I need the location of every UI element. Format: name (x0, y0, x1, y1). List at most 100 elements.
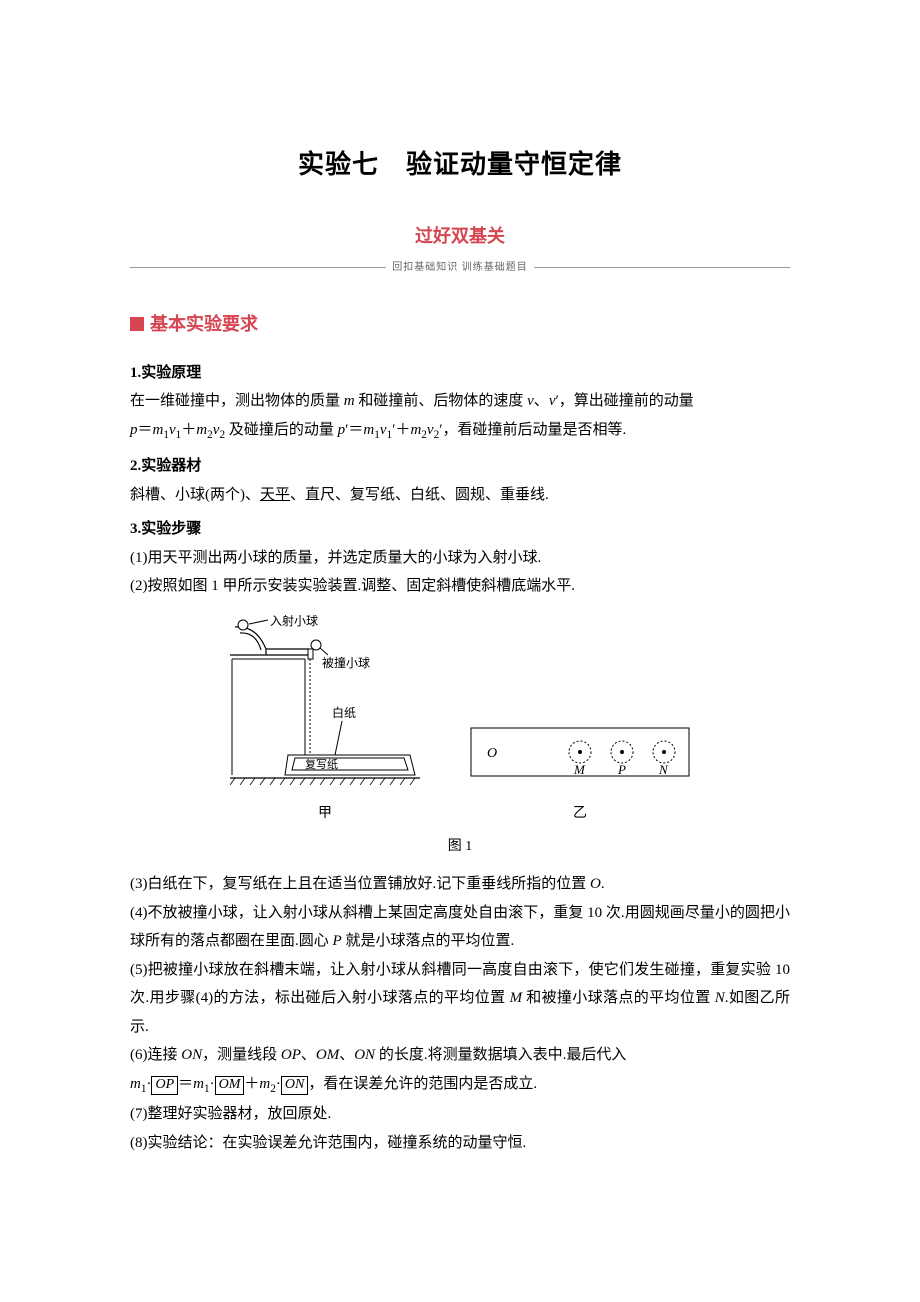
step1-heading: 1.实验原理 (130, 359, 790, 388)
fig-label-carbon: 复写纸 (305, 757, 338, 771)
fig-label-incident: 入射小球 (270, 615, 318, 628)
t: ＝ (178, 1076, 193, 1092)
t: . (601, 876, 605, 892)
figure-yi: O M P N 乙 (470, 727, 690, 828)
step3-9: (8)实验结论：在实验误差允许范围内，碰撞系统的动量守恒. (130, 1129, 790, 1158)
step3-5: (5)把被撞小球放在斜槽末端，让入射小球从斜槽同一高度自由滚下，使它们发生碰撞，… (130, 956, 790, 1042)
underline-tianping: 天平 (260, 487, 290, 503)
t: 和被撞小球落点的平均位置 (522, 990, 715, 1006)
divider-left (130, 267, 386, 268)
step3-6: (6)连接 ON，测量线段 OP、OM、ON 的长度.将测量数据填入表中.最后代… (130, 1041, 790, 1070)
fig-label-paper: 白纸 (332, 705, 356, 720)
t: ′，看碰撞前后动量是否相等. (439, 422, 626, 438)
figure-caption: 图 1 (130, 834, 790, 861)
sub: 1 (374, 429, 380, 441)
block-heading: 基本实验要求 (130, 307, 790, 341)
sub: 1 (163, 429, 169, 441)
step1-line1: 在一维碰撞中，测出物体的质量 m 和碰撞前、后物体的速度 v、v′，算出碰撞前的… (130, 387, 790, 416)
sym-v2: v (427, 422, 434, 438)
block-heading-bar-icon (130, 317, 144, 331)
ov-ON: ON (281, 1076, 308, 1095)
t: 、 (301, 1047, 316, 1063)
t: 在一维碰撞中，测出物体的质量 (130, 393, 344, 409)
figure-1: 入射小球 被撞小球 (130, 615, 790, 861)
t: 、直尺、复写纸、白纸、圆规、重垂线. (290, 487, 549, 503)
t: 和碰撞前、后物体的速度 (355, 393, 528, 409)
fig-label-target: 被撞小球 (322, 655, 370, 670)
diagram-yi-icon: O M P N (470, 727, 690, 785)
page-title: 实验七 验证动量守恒定律 (130, 140, 790, 189)
t: ＝ (138, 422, 153, 438)
t: 、 (339, 1047, 354, 1063)
t: ＋ (244, 1076, 259, 1092)
t: 就是小球落点的平均位置. (342, 933, 515, 949)
section-subtitle-row: 回扣基础知识 训练基础题目 (130, 258, 790, 277)
sub: 1 (141, 1083, 147, 1095)
sub: 2 (421, 429, 427, 441)
step3-4: (4)不放被撞小球，让入射小球从斜槽上某固定高度处自由滚下，重复 10 次.用圆… (130, 899, 790, 956)
pt-O: O (487, 746, 497, 761)
step2-heading: 2.实验器材 (130, 452, 790, 481)
t: ＋ (181, 422, 196, 438)
sub: 2 (219, 429, 225, 441)
sym-O: O (590, 876, 601, 892)
block-heading-text: 基本实验要求 (150, 307, 258, 341)
ov-OM: OM (215, 1076, 245, 1095)
step3-8: (7)整理好实验器材，放回原处. (130, 1100, 790, 1129)
sub: 2 (270, 1083, 276, 1095)
sym-v1: v (380, 422, 387, 438)
sym-m2: m (196, 422, 207, 438)
section-subtitle: 回扣基础知识 训练基础题目 (386, 258, 534, 277)
t: 及碰撞后的动量 (225, 422, 338, 438)
t: (3)白纸在下，复写纸在上且在适当位置铺放好.记下重垂线所指的位置 (130, 876, 590, 892)
sym-m1: m (363, 422, 374, 438)
sym-m2: m (259, 1076, 270, 1092)
figure-sublabel-jia: 甲 (230, 801, 420, 828)
pt-M: M (573, 762, 586, 777)
step3-2: (2)按照如图 1 甲所示安装实验装置.调整、固定斜槽使斜槽底端水平. (130, 572, 790, 601)
pt-P: P (617, 762, 626, 777)
sub: 1 (204, 1083, 210, 1095)
figure-sublabel-yi: 乙 (470, 801, 690, 828)
t: ，看在误差允许的范围内是否成立. (308, 1076, 537, 1092)
sym-m: m (344, 393, 355, 409)
pt-N: N (658, 762, 669, 777)
sym-OM: OM (316, 1047, 339, 1063)
step1-line2: p＝m1v1＋m2v2 及碰撞后的动量 p′＝m1v1′＋m2v2′，看碰撞前后… (130, 416, 790, 446)
section-heading: 过好双基关 (130, 219, 790, 253)
step2-line1: 斜槽、小球(两个)、天平、直尺、复写纸、白纸、圆规、重垂线. (130, 481, 790, 510)
t: 的长度.将测量数据填入表中.最后代入 (375, 1047, 626, 1063)
content-body: 1.实验原理 在一维碰撞中，测出物体的质量 m 和碰撞前、后物体的速度 v、v′… (130, 359, 790, 1157)
step3-1: (1)用天平测出两小球的质量，并选定质量大的小球为入射小球. (130, 544, 790, 573)
t: 斜槽、小球(两个)、 (130, 487, 260, 503)
sym-p: p (130, 422, 138, 438)
step3-7: m1·OP＝m1·OM＋m2·ON，看在误差允许的范围内是否成立. (130, 1070, 790, 1100)
sym-OP: OP (281, 1047, 301, 1063)
sym-ON: ON (354, 1047, 375, 1063)
t: ′，算出碰撞前的动量 (555, 393, 693, 409)
step3-heading: 3.实验步骤 (130, 515, 790, 544)
t: ′＋ (392, 422, 410, 438)
sym-M: M (510, 990, 523, 1006)
sym-v1: v (169, 422, 176, 438)
sym-N: N (715, 990, 725, 1006)
t: (6)连接 (130, 1047, 181, 1063)
diagram-jia-icon: 入射小球 被撞小球 (230, 615, 420, 785)
sub: 1 (387, 429, 393, 441)
sym-p: p (338, 422, 346, 438)
sym-m1: m (193, 1076, 204, 1092)
ov-OP: OP (151, 1076, 178, 1095)
sub: 2 (434, 429, 440, 441)
sym-P: P (333, 933, 342, 949)
sym-v: v (527, 393, 534, 409)
sym-ON: ON (181, 1047, 202, 1063)
figure-jia: 入射小球 被撞小球 (230, 615, 420, 828)
sym-m2: m (410, 422, 421, 438)
sub: 2 (207, 429, 213, 441)
section-heading-text: 过好双基关 (415, 226, 505, 246)
step3-3: (3)白纸在下，复写纸在上且在适当位置铺放好.记下重垂线所指的位置 O. (130, 870, 790, 899)
divider-right (534, 267, 790, 268)
t: 、 (534, 393, 549, 409)
t: ′＝ (345, 422, 363, 438)
t: ，测量线段 (202, 1047, 281, 1063)
